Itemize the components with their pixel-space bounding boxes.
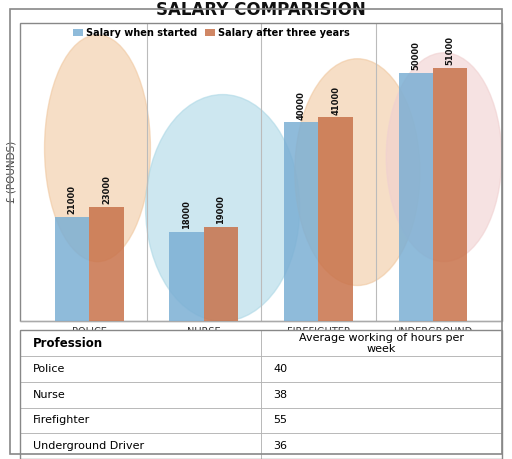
Y-axis label: £ (POUNDS): £ (POUNDS) — [6, 141, 16, 203]
Bar — [169, 232, 204, 321]
Bar — [204, 227, 238, 321]
Text: 23000: 23000 — [102, 176, 111, 204]
Bar — [433, 67, 467, 321]
Text: 18000: 18000 — [182, 201, 191, 230]
Bar — [89, 207, 123, 321]
Text: 50000: 50000 — [411, 41, 420, 70]
Legend: Salary when started, Salary after three years: Salary when started, Salary after three … — [73, 28, 350, 38]
Bar — [318, 118, 353, 321]
Text: 21000: 21000 — [68, 185, 77, 214]
Title: SALARY COMPARISION: SALARY COMPARISION — [156, 0, 366, 19]
Ellipse shape — [386, 53, 502, 262]
Ellipse shape — [295, 59, 420, 285]
Text: 41000: 41000 — [331, 86, 340, 115]
Text: 40000: 40000 — [297, 91, 306, 120]
Text: 19000: 19000 — [217, 196, 225, 224]
Bar — [284, 123, 318, 321]
Ellipse shape — [145, 95, 300, 321]
Text: 51000: 51000 — [445, 36, 455, 65]
Ellipse shape — [45, 35, 151, 262]
Bar — [399, 73, 433, 321]
Bar — [55, 217, 89, 321]
